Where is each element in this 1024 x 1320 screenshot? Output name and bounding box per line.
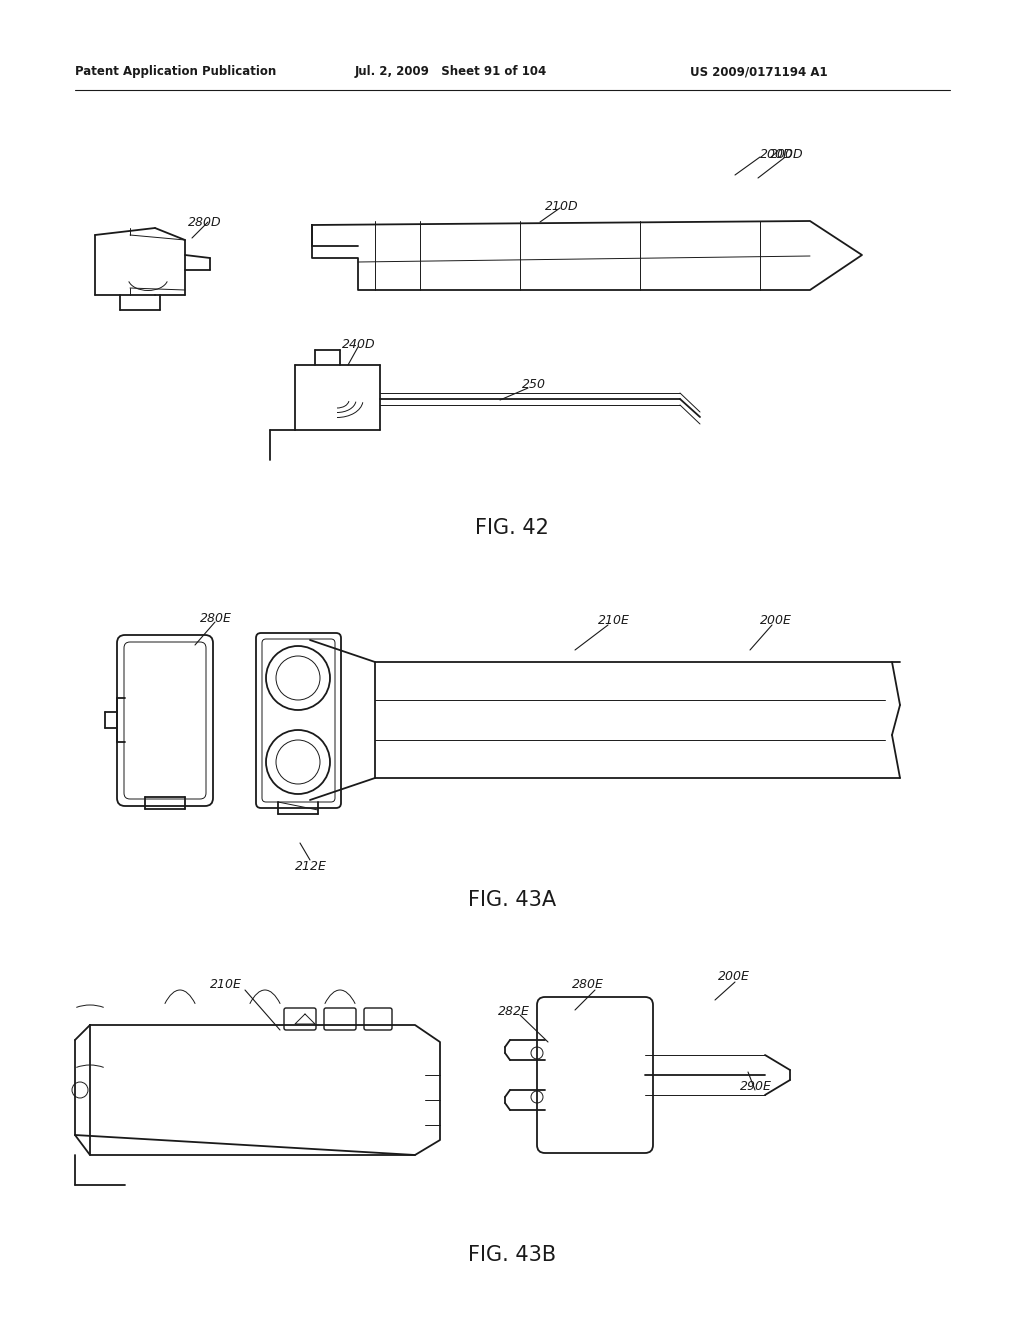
Text: 280E: 280E <box>572 978 604 991</box>
Text: 210E: 210E <box>598 614 630 627</box>
Text: 250: 250 <box>522 378 546 391</box>
Text: Jul. 2, 2009   Sheet 91 of 104: Jul. 2, 2009 Sheet 91 of 104 <box>355 66 547 78</box>
Text: 290E: 290E <box>740 1080 772 1093</box>
Text: 200D: 200D <box>770 148 804 161</box>
Text: FIG. 43A: FIG. 43A <box>468 890 556 909</box>
Text: 282E: 282E <box>498 1005 529 1018</box>
Text: FIG. 43B: FIG. 43B <box>468 1245 556 1265</box>
Text: Patent Application Publication: Patent Application Publication <box>75 66 276 78</box>
Text: US 2009/0171194 A1: US 2009/0171194 A1 <box>690 66 827 78</box>
Text: 240D: 240D <box>342 338 376 351</box>
Text: FIG. 42: FIG. 42 <box>475 517 549 539</box>
Text: 200E: 200E <box>760 614 792 627</box>
Text: 200E: 200E <box>718 970 750 983</box>
Text: 280D: 280D <box>188 216 221 228</box>
Text: 200D: 200D <box>760 148 794 161</box>
Text: 212E: 212E <box>295 861 327 873</box>
Text: 210D: 210D <box>545 201 579 213</box>
Text: 210E: 210E <box>210 978 242 991</box>
Text: 280E: 280E <box>200 612 231 624</box>
